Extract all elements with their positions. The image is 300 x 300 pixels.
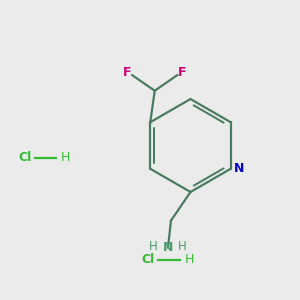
Text: Cl: Cl — [141, 253, 154, 266]
Text: H: H — [178, 239, 187, 253]
Text: F: F — [123, 66, 132, 79]
Text: H: H — [185, 253, 194, 266]
Text: F: F — [178, 66, 186, 79]
Text: H: H — [61, 151, 70, 164]
Text: N: N — [163, 241, 173, 254]
Text: N: N — [234, 162, 244, 175]
Text: H: H — [149, 239, 158, 253]
Text: Cl: Cl — [18, 151, 31, 164]
